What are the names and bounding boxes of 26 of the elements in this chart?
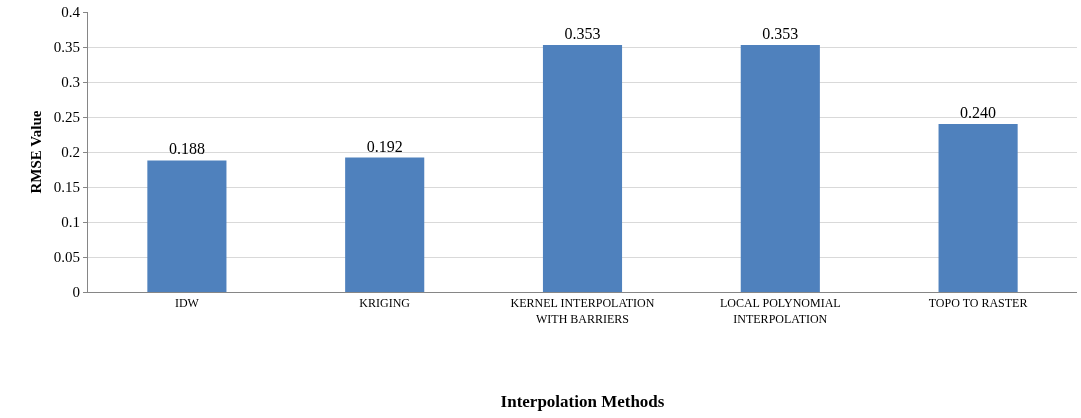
data-label: 0.188 [168, 140, 205, 158]
data-label: 0.192 [366, 137, 403, 155]
bar [740, 44, 820, 292]
y-tick-label: 0 [72, 284, 80, 301]
data-label: 0.240 [960, 104, 997, 121]
x-tick-label: TOPO TO RASTER [928, 296, 1028, 311]
y-tick-label: 0.05 [53, 249, 80, 266]
y-tick-label: 0.35 [53, 39, 80, 56]
bar [345, 157, 425, 292]
y-axis-title: RMSE Value [28, 110, 44, 194]
y-tick-label: 0.25 [53, 109, 80, 126]
bar [147, 160, 227, 292]
x-tick-label: IDW [174, 296, 200, 311]
x-tick-label: KRIGING [359, 296, 411, 311]
y-tick-label: 0.4 [61, 4, 81, 21]
x-tick-label: KERNEL INTERPOLATION WITH BARRIERS [510, 296, 655, 326]
y-tick-label: 0.15 [53, 179, 80, 196]
y-tick-label: 0.2 [61, 144, 80, 161]
bar [542, 44, 623, 292]
x-axis-title: Interpolation Methods [500, 392, 665, 412]
x-tick-label: LOCAL POLYNOMIAL INTERPOLATION [719, 296, 841, 326]
y-tick-label: 0.3 [61, 74, 80, 91]
bar [938, 124, 1018, 292]
data-label: 0.353 [564, 24, 601, 42]
data-label: 0.353 [762, 24, 799, 42]
y-tick-label: 0.1 [61, 214, 80, 231]
